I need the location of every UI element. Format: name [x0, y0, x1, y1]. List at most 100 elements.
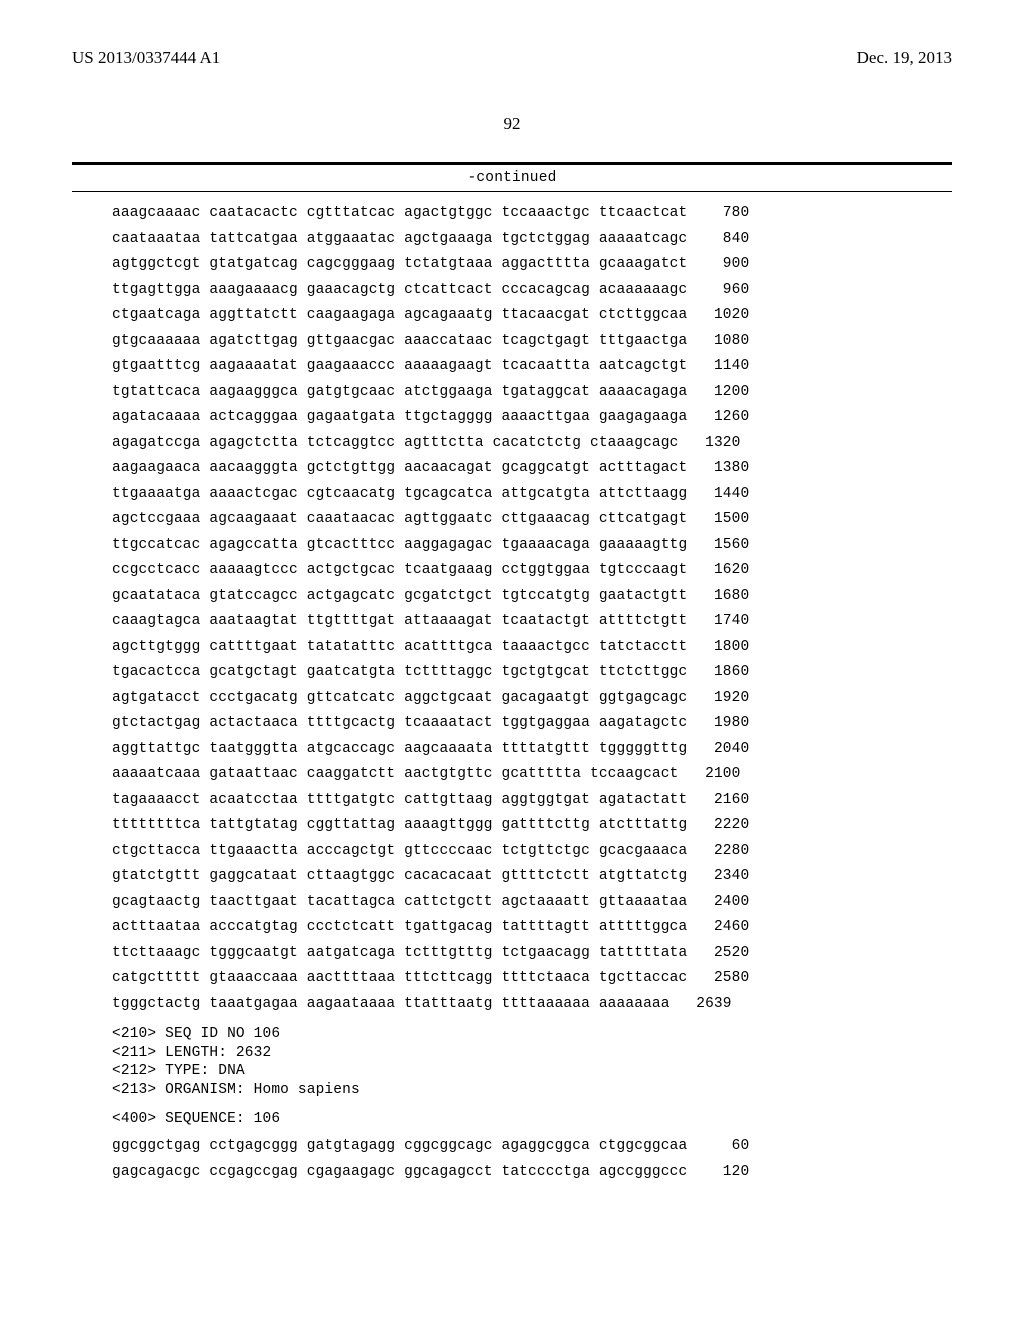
sequence-position: 1260 — [687, 410, 749, 425]
sequence-text: ttgccatcac agagccatta gtcactttcc aaggaga… — [112, 538, 687, 553]
sequence-row: gcagtaactg taacttgaat tacattagca cattctg… — [112, 895, 952, 910]
page-header: US 2013/0337444 A1 Dec. 19, 2013 — [72, 48, 952, 72]
sequence-block-1: aaagcaaaac caatacactc cgtttatcac agactgt… — [112, 206, 952, 1011]
sequence-position: 2160 — [687, 793, 749, 808]
sequence-text: catgcttttt gtaaaccaaa aacttttaaa tttcttc… — [112, 971, 687, 986]
sequence-text: agcttgtggg cattttgaat tatatatttc acatttt… — [112, 640, 687, 655]
sequence-text: ttgagttgga aaagaaaacg gaaacagctg ctcattc… — [112, 283, 687, 298]
sequence-text: gagcagacgc ccgagccgag cgagaagagc ggcagag… — [112, 1165, 687, 1180]
sequence-row: gtgcaaaaaa agatcttgag gttgaacgac aaaccat… — [112, 334, 952, 349]
sequence-text: ctgaatcaga aggttatctt caagaagaga agcagaa… — [112, 308, 687, 323]
sequence-position: 1620 — [687, 563, 749, 578]
sequence-row: ttgccatcac agagccatta gtcactttcc aaggaga… — [112, 538, 952, 553]
sequence-text: ttcttaaagc tgggcaatgt aatgatcaga tctttgt… — [112, 946, 687, 961]
sequence-text: ccgcctcacc aaaaagtccc actgctgcac tcaatga… — [112, 563, 687, 578]
sequence-position: 1200 — [687, 385, 749, 400]
sequence-position: 1440 — [687, 487, 749, 502]
sequence-text: tgacactcca gcatgctagt gaatcatgta tctttta… — [112, 665, 687, 680]
sequence-text: gtgcaaaaaa agatcttgag gttgaacgac aaaccat… — [112, 334, 687, 349]
sequence-text: ggcggctgag cctgagcggg gatgtagagg cggcggc… — [112, 1139, 687, 1154]
sequence-text: aagaagaaca aacaagggta gctctgttgg aacaaca… — [112, 461, 687, 476]
sequence-position: 900 — [687, 257, 749, 272]
sequence-text: agtgatacct ccctgacatg gttcatcatc aggctgc… — [112, 691, 687, 706]
sequence-row: aaagcaaaac caatacactc cgtttatcac agactgt… — [112, 206, 952, 221]
sequence-position: 1500 — [687, 512, 749, 527]
sequence-position: 2580 — [687, 971, 749, 986]
sequence-text: ttgaaaatga aaaactcgac cgtcaacatg tgcagca… — [112, 487, 687, 502]
sequence-row: aagaagaaca aacaagggta gctctgttgg aacaaca… — [112, 461, 952, 476]
sequence-position: 1860 — [687, 665, 749, 680]
sequence-text: gtatctgttt gaggcataat cttaagtggc cacacac… — [112, 869, 687, 884]
sequence-row: ttgaaaatga aaaactcgac cgtcaacatg tgcagca… — [112, 487, 952, 502]
sequence-row: ctgaatcaga aggttatctt caagaagaga agcagaa… — [112, 308, 952, 323]
sequence-position: 960 — [687, 283, 749, 298]
sequence-row: tgggctactg taaatgagaa aagaataaaa ttattta… — [112, 997, 952, 1012]
sequence-position: 1680 — [687, 589, 749, 604]
sequence-position: 2460 — [687, 920, 749, 935]
sequence-row: gagcagacgc ccgagccgag cgagaagagc ggcagag… — [112, 1165, 952, 1180]
sequence-position: 840 — [687, 232, 749, 247]
sequence-text: aaagcaaaac caatacactc cgtttatcac agactgt… — [112, 206, 687, 221]
sequence-position: 2340 — [687, 869, 749, 884]
sequence-row: ggcggctgag cctgagcggg gatgtagagg cggcggc… — [112, 1139, 952, 1154]
sequence-row: ttcttaaagc tgggcaatgt aatgatcaga tctttgt… — [112, 946, 952, 961]
sequence-position: 1920 — [687, 691, 749, 706]
sequence-row: catgcttttt gtaaaccaaa aacttttaaa tttcttc… — [112, 971, 952, 986]
sequence-text: caaagtagca aaataagtat ttgttttgat attaaaa… — [112, 614, 687, 629]
publication-date: Dec. 19, 2013 — [857, 48, 952, 68]
sequence-position: 1740 — [687, 614, 749, 629]
sequence-text: tgtattcaca aagaagggca gatgtgcaac atctgga… — [112, 385, 687, 400]
meta-seq-id: <210> SEQ ID NO 106 — [112, 1026, 280, 1042]
sequence-text: aaaaatcaaa gataattaac caaggatctt aactgtg… — [112, 767, 679, 782]
sequence-position: 60 — [687, 1139, 749, 1154]
sequence-position: 1020 — [687, 308, 749, 323]
sequence-position: 120 — [687, 1165, 749, 1180]
sequence-row: ttgagttgga aaagaaaacg gaaacagctg ctcattc… — [112, 283, 952, 298]
sequence-position: 1320 — [679, 436, 741, 451]
sequence-text: ctgcttacca ttgaaactta acccagctgt gttcccc… — [112, 844, 687, 859]
sequence-meta: <210> SEQ ID NO 106 <211> LENGTH: 2632 <… — [112, 1025, 952, 1099]
meta-type: <212> TYPE: DNA — [112, 1063, 245, 1079]
sequence-position: 2040 — [687, 742, 749, 757]
sequence-position: 1980 — [687, 716, 749, 731]
sequence-position: 1380 — [687, 461, 749, 476]
sequence-row: agtggctcgt gtatgatcag cagcgggaag tctatgt… — [112, 257, 952, 272]
sequence-text: agatacaaaa actcagggaa gagaatgata ttgctag… — [112, 410, 687, 425]
sequence-position: 780 — [687, 206, 749, 221]
sequence-row: agcttgtggg cattttgaat tatatatttc acatttt… — [112, 640, 952, 655]
sequence-position: 2520 — [687, 946, 749, 961]
page-root: US 2013/0337444 A1 Dec. 19, 2013 92 -con… — [0, 0, 1024, 1230]
sequence-row: gtgaatttcg aagaaaatat gaagaaaccc aaaaaga… — [112, 359, 952, 374]
sequence-position: 2220 — [687, 818, 749, 833]
spacer — [72, 192, 952, 206]
sequence-text: agctccgaaa agcaagaaat caaataacac agttgga… — [112, 512, 687, 527]
sequence-position: 2280 — [687, 844, 749, 859]
sequence-position: 2100 — [679, 767, 741, 782]
sequence-position: 1140 — [687, 359, 749, 374]
sequence-row: gtatctgttt gaggcataat cttaagtggc cacacac… — [112, 869, 952, 884]
sequence-row: agctccgaaa agcaagaaat caaataacac agttgga… — [112, 512, 952, 527]
sequence-row: aggttattgc taatgggtta atgcaccagc aagcaaa… — [112, 742, 952, 757]
meta-length: <211> LENGTH: 2632 — [112, 1045, 271, 1061]
sequence-row: ttttttttca tattgtatag cggttattag aaaagtt… — [112, 818, 952, 833]
sequence-text: gtgaatttcg aagaaaatat gaagaaaccc aaaaaga… — [112, 359, 687, 374]
sequence-row: tgtattcaca aagaagggca gatgtgcaac atctgga… — [112, 385, 952, 400]
sequence-row: gtctactgag actactaaca ttttgcactg tcaaaat… — [112, 716, 952, 731]
sequence-row: actttaataa acccatgtag ccctctcatt tgattga… — [112, 920, 952, 935]
sequence-row: caataaataa tattcatgaa atggaaatac agctgaa… — [112, 232, 952, 247]
sequence-text: caataaataa tattcatgaa atggaaatac agctgaa… — [112, 232, 687, 247]
sequence-text: gcaatataca gtatccagcc actgagcatc gcgatct… — [112, 589, 687, 604]
sequence-position: 1560 — [687, 538, 749, 553]
sequence-row: tgacactcca gcatgctagt gaatcatgta tctttta… — [112, 665, 952, 680]
continued-label: -continued — [72, 170, 952, 186]
sequence-text: aggttattgc taatgggtta atgcaccagc aagcaaa… — [112, 742, 687, 757]
rule-top — [72, 162, 952, 165]
sequence-row: aaaaatcaaa gataattaac caaggatctt aactgtg… — [112, 767, 952, 782]
sequence-block-2: ggcggctgag cctgagcggg gatgtagagg cggcggc… — [112, 1139, 952, 1179]
sequence-position: 1800 — [687, 640, 749, 655]
sequence-row: gcaatataca gtatccagcc actgagcatc gcgatct… — [112, 589, 952, 604]
sequence-text: gcagtaactg taacttgaat tacattagca cattctg… — [112, 895, 687, 910]
sequence-text: agagatccga agagctctta tctcaggtcc agtttct… — [112, 436, 679, 451]
sequence-position: 2639 — [670, 997, 732, 1012]
sequence-position: 2400 — [687, 895, 749, 910]
